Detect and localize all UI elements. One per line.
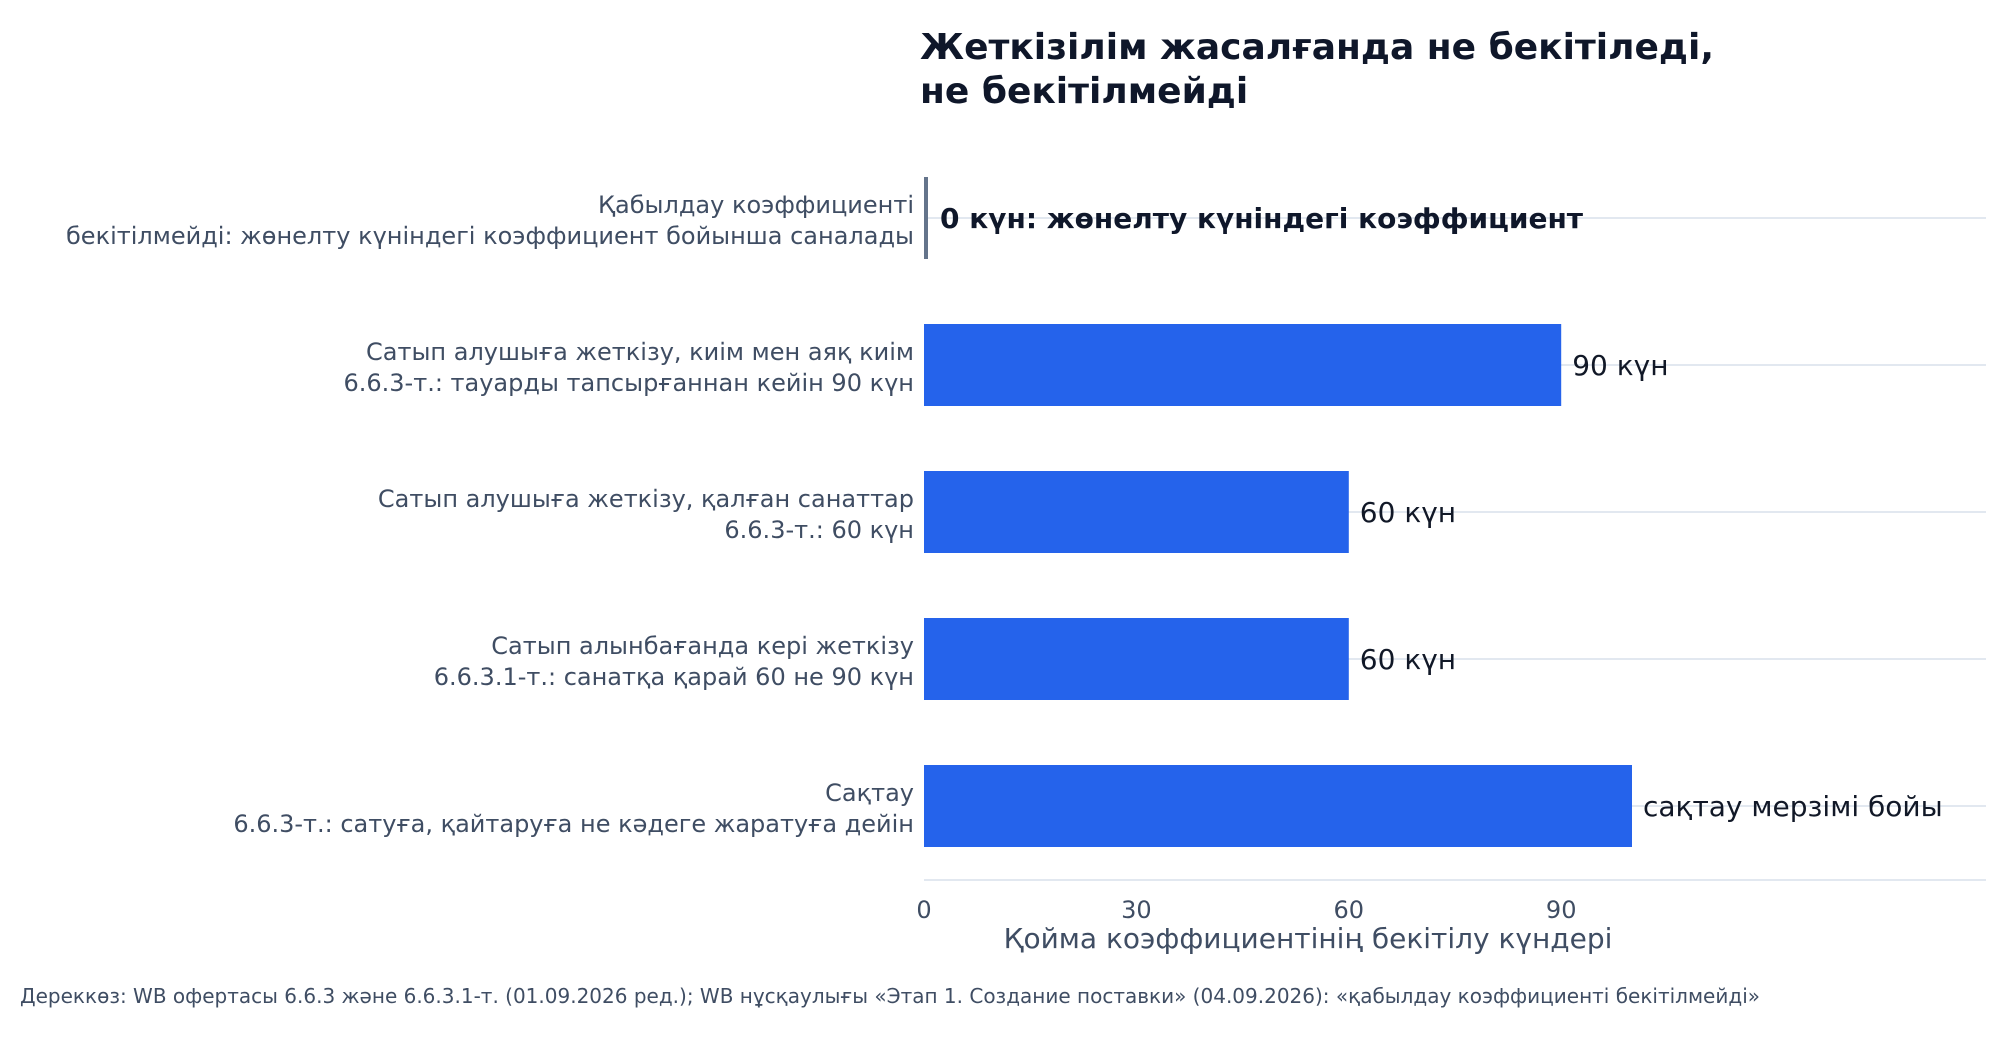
data-label: 60 күн: [1360, 643, 1456, 676]
category-label-line: 6.6.3-т.: сатуға, қайтаруға не кәдеге жа…: [233, 810, 914, 838]
data-label: 0 күн: жөнелту күніндегі коэффициент: [940, 202, 1584, 235]
category-label-line: Сақтау: [825, 779, 914, 807]
bar: [924, 765, 1632, 847]
chart-title-line-1: Жеткізілім жасалғанда не бекітіледі,: [920, 27, 1715, 68]
category-label-line: 6.6.3.1-т.: санатқа қарай 60 не 90 күн: [434, 663, 914, 691]
category-label-line: Сатып алушыға жеткізу, қалған санаттар: [378, 485, 914, 513]
category-label-line: Сатып алушыға жеткізу, киім мен аяқ киім: [366, 338, 914, 366]
category-label-line: Сатып алынбағанда кері жеткізу: [491, 632, 914, 660]
category-label: Сақтау 6.6.3-т.: сатуға, қайтаруға не кәд…: [233, 779, 914, 838]
category-label-line: 6.6.3-т.: 60 күн: [724, 516, 914, 544]
category-label-line: 6.6.3-т.: тауарды тапсырғаннан кейін 90 …: [343, 369, 914, 397]
chart-title-line-2: не бекітілмейді: [920, 71, 1249, 112]
x-tick-label: 0: [916, 896, 931, 924]
category-label: Сатып алушыға жеткізу, киім мен аяқ киім…: [343, 338, 914, 397]
source-note: Дереккөз: WB офертасы 6.6.3 және 6.6.3.1…: [20, 984, 1760, 1008]
data-label: 90 күн: [1572, 349, 1668, 382]
bar: [924, 324, 1562, 406]
category-label-line: Қабылдау коэффициенті: [598, 191, 914, 219]
data-label: 60 күн: [1360, 496, 1456, 529]
category-label: Қабылдау коэффициенті бекітілмейді: жөнел…: [66, 191, 914, 250]
data-label: сақтау мерзімі бойы: [1643, 790, 1943, 823]
bar: [924, 618, 1349, 700]
category-label: Сатып алынбағанда кері жеткізу 6.6.3.1-т.…: [434, 632, 914, 691]
chart-title: Жеткізілім жасалғанда не бекітіледі, не …: [920, 26, 1980, 114]
bar: [924, 471, 1349, 553]
category-label-line: бекітілмейді: жөнелту күніндегі коэффици…: [66, 222, 914, 250]
x-tick-label: 90: [1546, 896, 1577, 924]
category-label: Сатып алушыға жеткізу, қалған санаттар 6.…: [378, 485, 914, 544]
x-tick-label: 30: [1121, 896, 1152, 924]
x-tick-label: 60: [1334, 896, 1365, 924]
x-axis-title: Қойма коэффициентінің бекітілу күндері: [1004, 922, 1613, 955]
zero-marker: [924, 177, 928, 259]
